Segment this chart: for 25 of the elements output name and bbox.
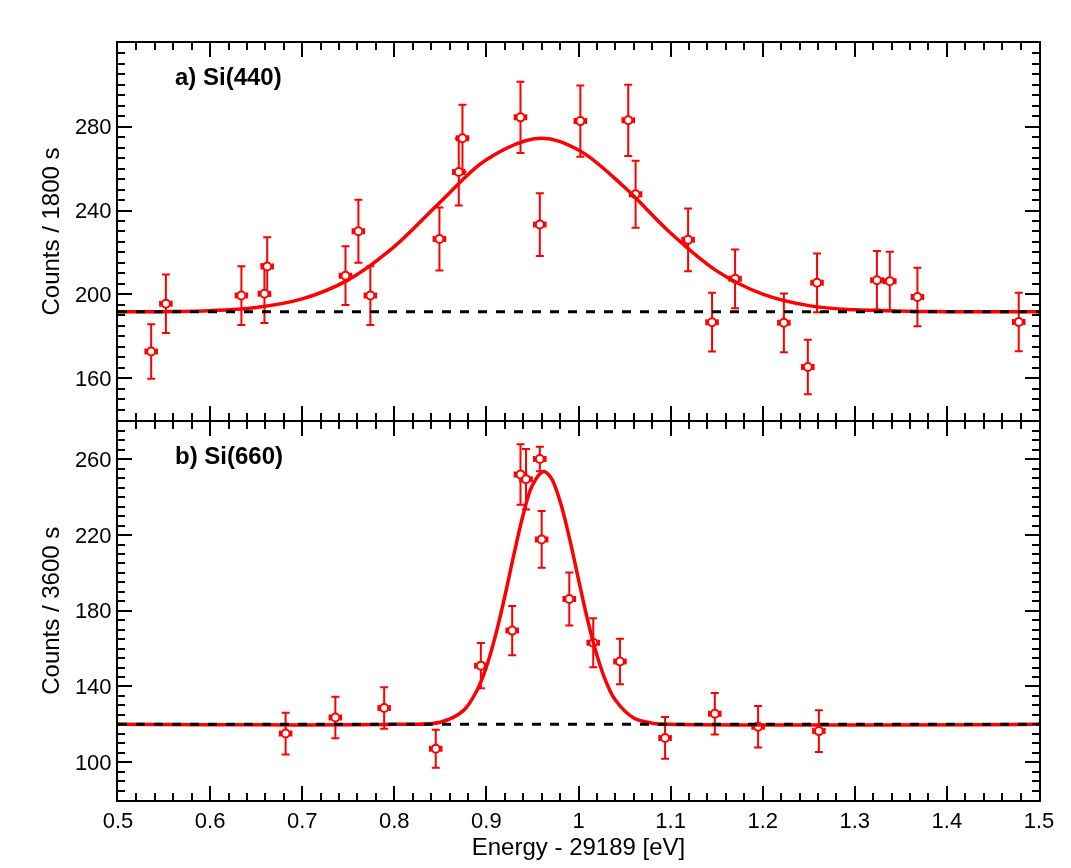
x-tick-label: 0.5 xyxy=(102,808,134,834)
y-tick-label: 180 xyxy=(74,598,112,624)
y-tick-label: 140 xyxy=(74,674,112,700)
x-tick-label: 0.7 xyxy=(286,808,318,834)
x-axis-title: Energy - 29189 [eV] xyxy=(471,833,686,861)
text: b) Si(660) xyxy=(175,442,284,469)
y-tick-label: 200 xyxy=(74,282,112,308)
y-axis-title: Counts / 1800 s xyxy=(37,147,65,316)
x-tick-label: 0.8 xyxy=(379,808,410,834)
x-tick-label: 1.1 xyxy=(655,808,686,834)
y-tick-label: 240 xyxy=(74,198,112,224)
x-tick-label: 0.6 xyxy=(194,808,226,834)
y-tick-label: 220 xyxy=(74,522,112,548)
x-tick-label: 1.5 xyxy=(1023,808,1055,834)
x-tick-label: 1.2 xyxy=(747,808,778,834)
y-tick-label: 100 xyxy=(74,749,112,775)
y-axis-title: Counts / 3600 s xyxy=(37,526,65,695)
x-tick-label: 0.9 xyxy=(471,808,502,834)
text: a) Si(440) xyxy=(175,63,282,90)
x-tick-label: 1.3 xyxy=(839,808,871,834)
y-tick-label: 160 xyxy=(74,365,112,391)
y-tick-label: 260 xyxy=(74,447,112,473)
y-tick-label: 280 xyxy=(74,114,112,140)
x-tick-label: 1.4 xyxy=(931,808,963,834)
x-tick-label: 1 xyxy=(572,808,585,834)
